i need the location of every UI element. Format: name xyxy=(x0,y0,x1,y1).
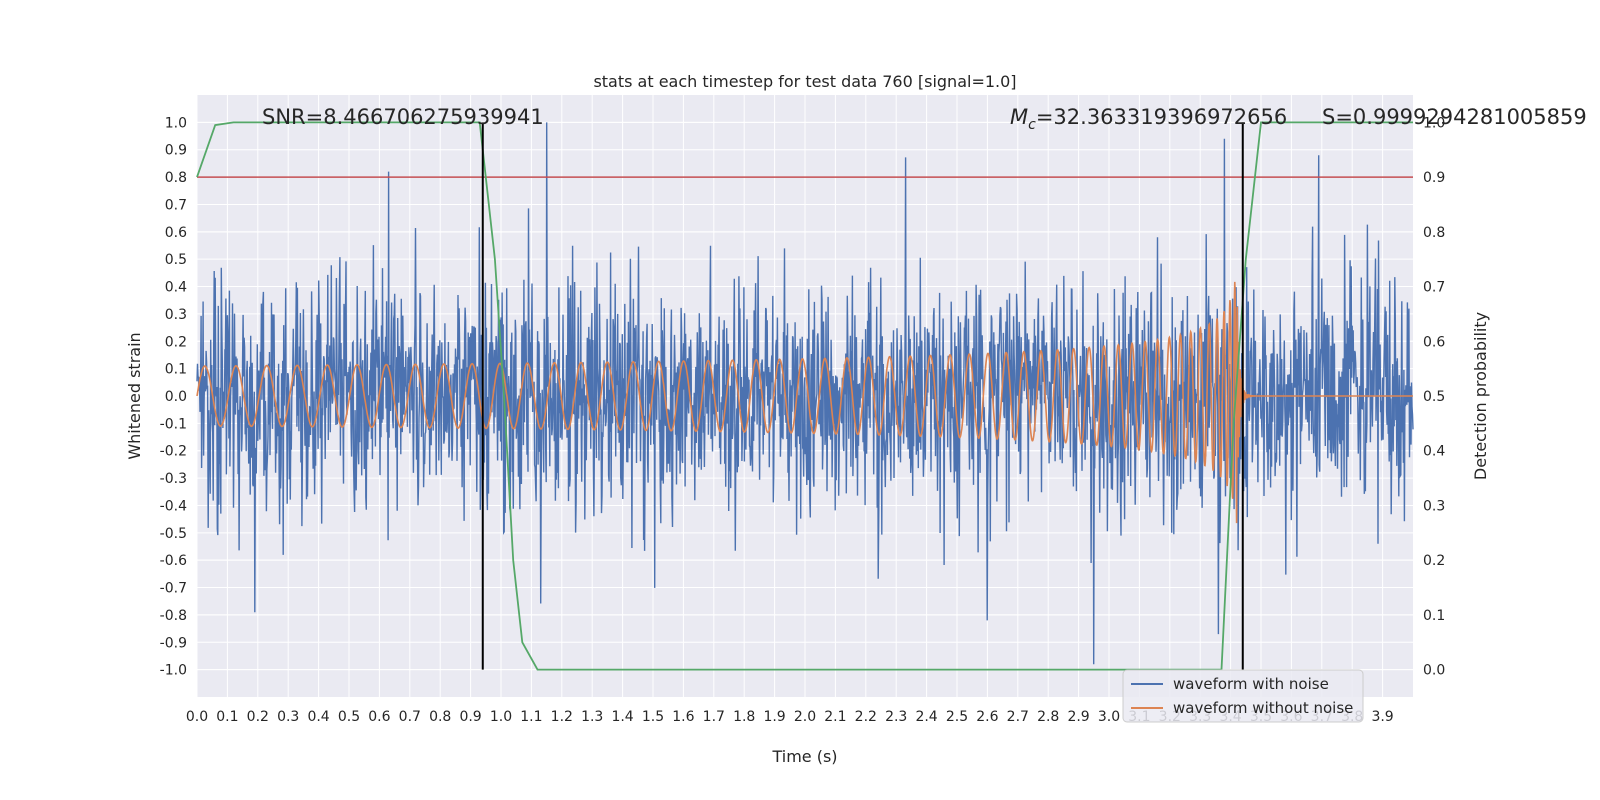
y-tick-label: 0.1 xyxy=(165,362,187,378)
y2-tick-label: 0.2 xyxy=(1423,553,1445,569)
x-tick-label: 0.4 xyxy=(307,709,329,725)
y-tick-label: 0.9 xyxy=(165,143,187,159)
x-tick-label: 2.3 xyxy=(885,709,907,725)
x-tick-label: 2.2 xyxy=(855,709,877,725)
x-tick-label: 1.9 xyxy=(763,709,785,725)
y-tick-label: -0.3 xyxy=(160,471,187,487)
x-tick-label: 1.1 xyxy=(520,709,542,725)
y-tick-label: 0.0 xyxy=(165,389,187,405)
y2-tick-label: 0.7 xyxy=(1423,280,1445,296)
y-tick-label: -0.1 xyxy=(160,416,187,432)
y-axis-label: Whitened strain xyxy=(125,332,144,459)
legend-entry-clean: waveform without noise xyxy=(1173,699,1353,717)
y-tick-label: -0.6 xyxy=(160,553,187,569)
y2-tick-label: 0.0 xyxy=(1423,663,1445,679)
mc-subscript: c xyxy=(1028,117,1036,133)
x-tick-label: 2.5 xyxy=(946,709,968,725)
series-waveform-with-noise xyxy=(196,122,1414,665)
y2-tick-label: 0.9 xyxy=(1423,170,1445,186)
x-tick-label: 2.8 xyxy=(1037,709,1059,725)
y2-tick-label: 0.6 xyxy=(1423,334,1445,350)
y-tick-label: -1.0 xyxy=(160,663,187,679)
mc-value: =32.363319396972656 xyxy=(1036,105,1287,129)
x-tick-label: 1.8 xyxy=(733,709,755,725)
y-tick-label: -0.9 xyxy=(160,635,187,651)
y-tick-label: -0.7 xyxy=(160,581,187,597)
y-tick-label: 0.3 xyxy=(165,307,187,323)
x-tick-label: 2.7 xyxy=(1007,709,1029,725)
y2-tick-label: 0.5 xyxy=(1423,389,1445,405)
x-tick-label: 0.0 xyxy=(186,709,208,725)
y2-tick-label: 0.1 xyxy=(1423,608,1445,624)
x-tick-label: 0.8 xyxy=(429,709,451,725)
legend-box xyxy=(1122,669,1364,723)
x-tick-label: 1.7 xyxy=(703,709,725,725)
x-tick-label: 0.9 xyxy=(459,709,481,725)
y-tick-label: 0.6 xyxy=(165,225,187,241)
x-tick-label: 0.6 xyxy=(368,709,390,725)
y-tick-label: 0.8 xyxy=(165,170,187,186)
y-tick-label: 1.0 xyxy=(165,115,187,131)
y-tick-label: 0.4 xyxy=(165,280,187,296)
x-tick-label: 0.5 xyxy=(338,709,360,725)
y-tick-label: -0.8 xyxy=(160,608,187,624)
y-tick-label: 0.2 xyxy=(165,334,187,350)
x-tick-label: 2.4 xyxy=(915,709,937,725)
legend: waveform with noise waveform without noi… xyxy=(1122,669,1364,723)
x-tick-label: 1.5 xyxy=(642,709,664,725)
legend-entry-noise: waveform with noise xyxy=(1173,675,1329,693)
x-tick-label: 0.3 xyxy=(277,709,299,725)
x-tick-label: 1.6 xyxy=(672,709,694,725)
plot-content xyxy=(196,121,1414,671)
x-tick-label: 1.4 xyxy=(611,709,633,725)
x-tick-label: 3.9 xyxy=(1371,709,1393,725)
y2-axis-label: Detection probability xyxy=(1471,312,1490,480)
mc-symbol: M xyxy=(1010,105,1028,129)
x-tick-label: 1.3 xyxy=(581,709,603,725)
x-tick-label: 0.1 xyxy=(216,709,238,725)
series-detection-probability xyxy=(196,121,1413,671)
y2-tick-label: 0.8 xyxy=(1423,225,1445,241)
x-tick-label: 0.2 xyxy=(247,709,269,725)
x-tick-label: 2.1 xyxy=(824,709,846,725)
y-tick-label: -0.4 xyxy=(160,498,187,514)
y-tick-label: 0.7 xyxy=(165,197,187,213)
y-tick-label: -0.2 xyxy=(160,444,187,460)
y2-tick-label: 0.4 xyxy=(1423,444,1445,460)
mc-annotation: Mc=32.363319396972656 xyxy=(1010,105,1287,133)
s-annotation: S=0.9999294281005859 xyxy=(1322,105,1587,129)
y-tick-label: 0.5 xyxy=(165,252,187,268)
x-tick-label: 0.7 xyxy=(399,709,421,725)
x-tick-label: 2.9 xyxy=(1067,709,1089,725)
x-tick-label: 2.0 xyxy=(794,709,816,725)
chart-title: stats at each timestep for test data 760… xyxy=(593,72,1016,91)
series-waveform-without-noise xyxy=(196,281,1413,524)
y2-tick-label: 1.0 xyxy=(1423,115,1445,131)
x-tick-label: 3.0 xyxy=(1098,709,1120,725)
y2-tick-label: 0.3 xyxy=(1423,498,1445,514)
x-axis-label: Time (s) xyxy=(771,747,837,766)
x-tick-label: 1.2 xyxy=(551,709,573,725)
y-tick-label: -0.5 xyxy=(160,526,187,542)
x-tick-label: 1.0 xyxy=(490,709,512,725)
x-tick-label: 2.6 xyxy=(976,709,998,725)
snr-annotation: SNR=8.466706275939941 xyxy=(262,105,544,129)
